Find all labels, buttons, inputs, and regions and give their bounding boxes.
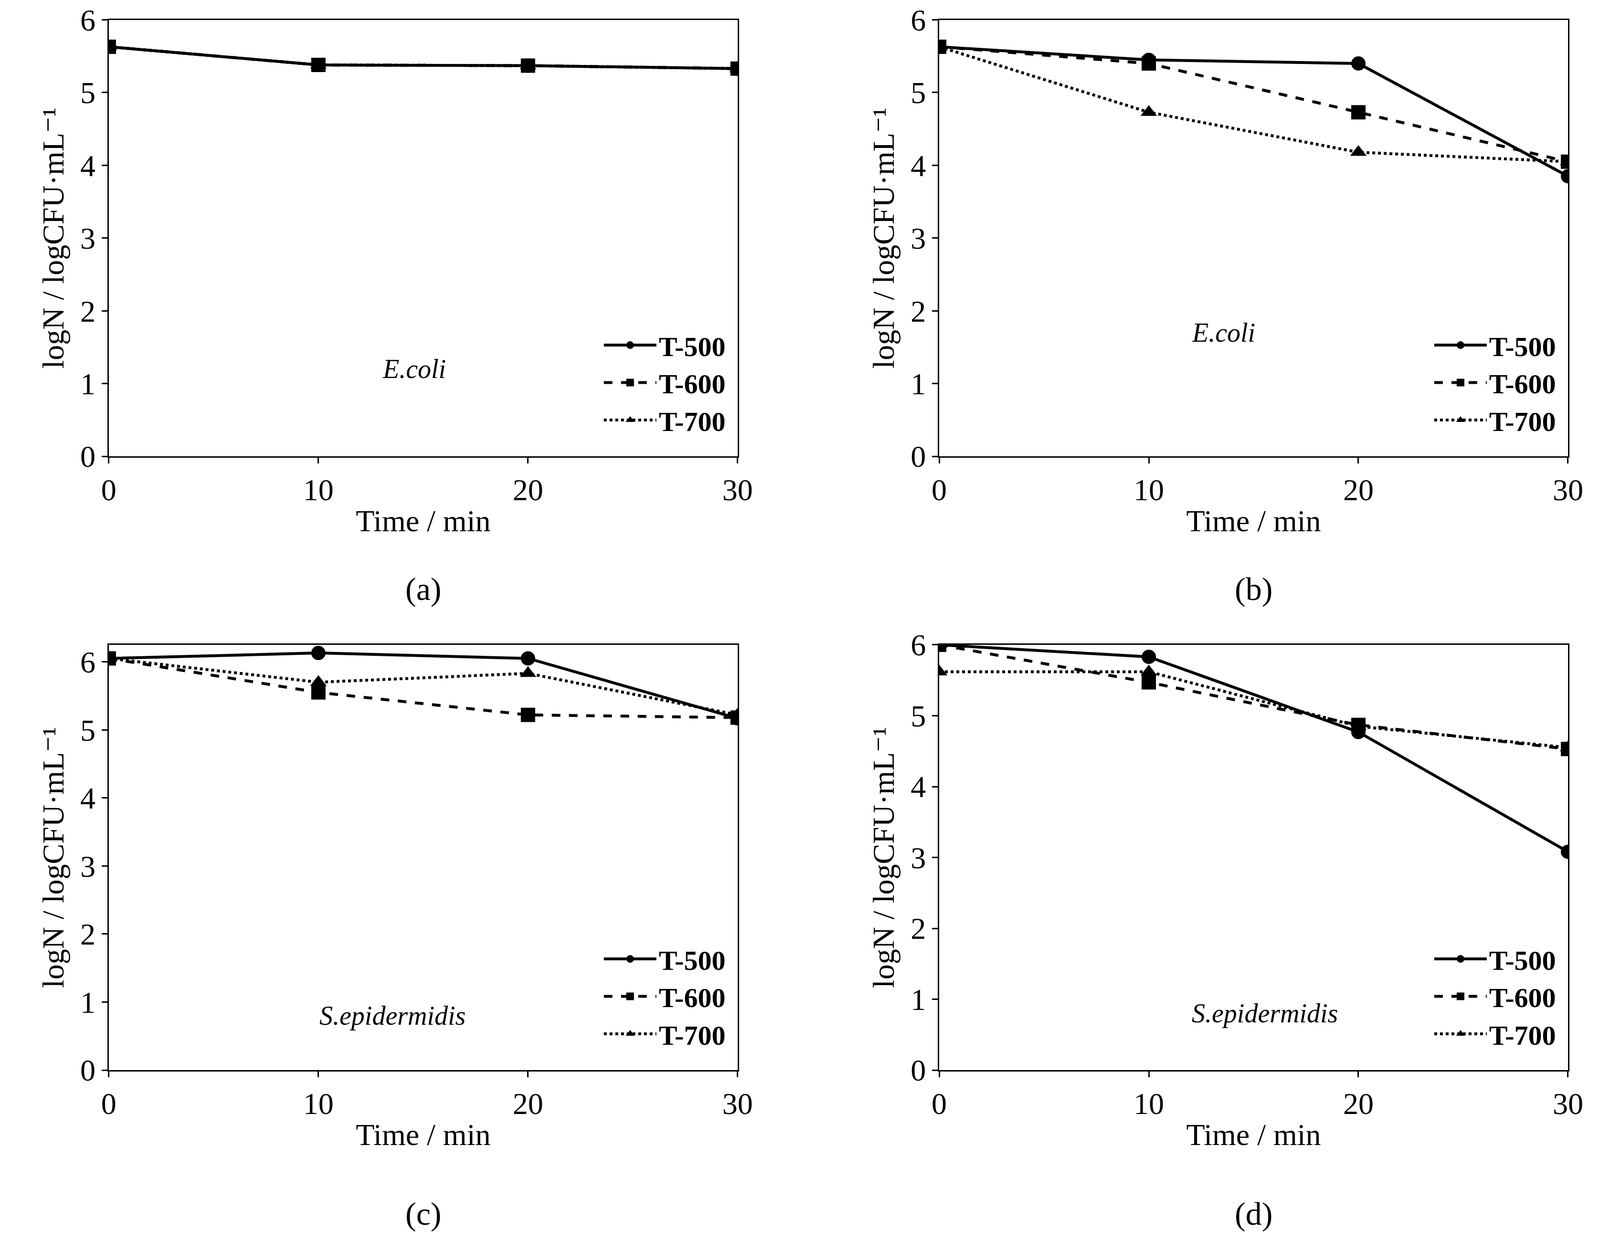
svg-text:4: 4: [80, 148, 96, 183]
svg-text:6: 6: [80, 3, 96, 38]
svg-text:T-700: T-700: [1489, 406, 1557, 438]
svg-text:30: 30: [1552, 1087, 1584, 1122]
svg-text:0: 0: [910, 1053, 926, 1088]
svg-text:5: 5: [910, 699, 926, 734]
svg-text:(a): (a): [405, 571, 442, 608]
svg-text:0: 0: [80, 1053, 96, 1088]
svg-text:0: 0: [931, 1087, 947, 1122]
svg-text:T-700: T-700: [658, 1020, 726, 1052]
svg-text:3: 3: [910, 221, 926, 256]
svg-text:10: 10: [1133, 1087, 1165, 1122]
svg-text:T-500: T-500: [658, 331, 726, 363]
svg-text:6: 6: [910, 3, 926, 38]
svg-text:4: 4: [80, 781, 96, 816]
svg-text:0: 0: [80, 439, 96, 474]
svg-text:5: 5: [80, 713, 96, 748]
svg-text:20: 20: [512, 473, 544, 508]
svg-text:logN / logCFU·mL⁻¹: logN / logCFU·mL⁻¹: [36, 727, 71, 989]
svg-text:1: 1: [80, 985, 96, 1020]
svg-text:0: 0: [101, 1087, 117, 1122]
svg-text:T-500: T-500: [658, 945, 726, 977]
svg-text:5: 5: [910, 75, 926, 110]
svg-text:T-500: T-500: [1489, 331, 1557, 363]
svg-text:30: 30: [722, 1087, 753, 1122]
svg-text:2: 2: [910, 911, 926, 946]
svg-text:5: 5: [80, 75, 96, 110]
svg-text:logN / logCFU·mL⁻¹: logN / logCFU·mL⁻¹: [866, 727, 901, 989]
svg-text:6: 6: [80, 645, 96, 680]
svg-text:0: 0: [101, 473, 117, 508]
svg-text:20: 20: [512, 1087, 544, 1122]
svg-text:3: 3: [910, 841, 926, 876]
svg-text:Time / min: Time / min: [355, 1118, 491, 1153]
svg-text:2: 2: [910, 294, 926, 329]
svg-text:T-600: T-600: [1489, 982, 1557, 1014]
svg-text:4: 4: [910, 148, 926, 183]
svg-text:2: 2: [80, 917, 96, 952]
svg-text:10: 10: [303, 473, 334, 508]
svg-text:T-500: T-500: [1489, 945, 1557, 977]
svg-text:2: 2: [80, 294, 96, 329]
svg-text:10: 10: [1133, 473, 1165, 508]
svg-text:E.coli: E.coli: [1191, 317, 1256, 348]
svg-text:(b): (b): [1234, 571, 1273, 608]
svg-text:30: 30: [1552, 473, 1584, 508]
svg-text:T-700: T-700: [658, 406, 726, 438]
svg-text:logN / logCFU·mL⁻¹: logN / logCFU·mL⁻¹: [36, 107, 71, 369]
svg-text:6: 6: [910, 628, 926, 663]
svg-text:30: 30: [722, 473, 753, 508]
svg-text:Time / min: Time / min: [1186, 1118, 1321, 1153]
svg-text:(d): (d): [1234, 1196, 1273, 1233]
svg-text:10: 10: [303, 1087, 334, 1122]
svg-text:Time / min: Time / min: [355, 504, 491, 539]
svg-text:0: 0: [931, 473, 947, 508]
svg-text:T-600: T-600: [658, 368, 726, 400]
svg-text:S.epidermidis: S.epidermidis: [319, 1001, 466, 1031]
svg-text:Time / min: Time / min: [1186, 504, 1321, 539]
svg-text:S.epidermidis: S.epidermidis: [1191, 998, 1338, 1029]
svg-text:1: 1: [910, 983, 926, 1018]
svg-text:3: 3: [80, 221, 96, 256]
svg-text:3: 3: [80, 849, 96, 884]
svg-text:T-600: T-600: [1489, 368, 1557, 400]
svg-text:20: 20: [1343, 473, 1374, 508]
svg-text:T-700: T-700: [1489, 1020, 1557, 1052]
svg-text:(c): (c): [405, 1196, 442, 1233]
svg-text:logN / logCFU·mL⁻¹: logN / logCFU·mL⁻¹: [866, 107, 901, 369]
svg-text:4: 4: [910, 770, 926, 805]
svg-text:E.coli: E.coli: [382, 354, 446, 384]
svg-text:1: 1: [910, 367, 926, 402]
svg-text:0: 0: [910, 439, 926, 474]
svg-text:T-600: T-600: [658, 982, 726, 1014]
svg-text:1: 1: [80, 367, 96, 402]
svg-text:20: 20: [1343, 1087, 1374, 1122]
